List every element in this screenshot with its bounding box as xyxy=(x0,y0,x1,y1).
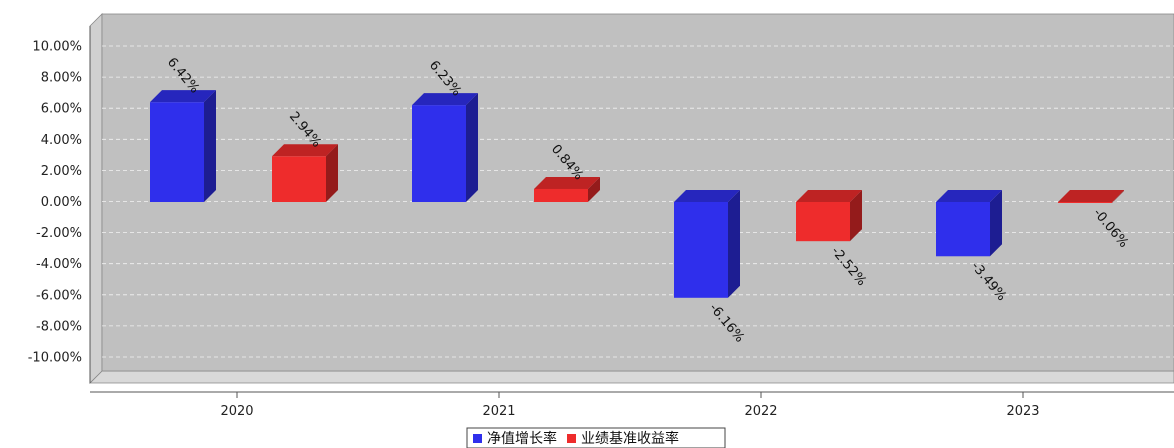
bar-front-face xyxy=(674,202,728,298)
y-tick-label: 2.00% xyxy=(41,164,82,179)
y-tick-label: -6.00% xyxy=(36,288,82,303)
bar-front-face xyxy=(272,156,326,202)
bar-净值增长率-2021 xyxy=(412,93,478,202)
bar-side-face xyxy=(326,144,338,202)
bar-业绩基准收益率-2022 xyxy=(796,190,862,242)
bar-side-face xyxy=(850,190,862,242)
plot-floor xyxy=(89,370,1174,384)
bar-top-face xyxy=(1058,190,1124,202)
legend-label: 净值增长率 xyxy=(487,430,557,447)
y-tick-label: -10.00% xyxy=(28,351,82,366)
y-axis: 10.00% 8.00% 6.00% 4.00% 2.00% 0.00% -2.00% -4.… xyxy=(28,26,91,383)
y-tick-label: 10.00% xyxy=(32,40,82,55)
y-tick-label: -4.00% xyxy=(36,257,82,272)
bar-top-face xyxy=(674,190,740,202)
bar-top-face xyxy=(936,190,1002,202)
x-tick-label: 2022 xyxy=(744,404,777,419)
bars xyxy=(150,90,1124,298)
bar-front-face xyxy=(150,102,204,202)
bar-净值增长率-2023 xyxy=(936,190,1002,257)
bar-业绩基准收益率-2020 xyxy=(272,144,338,202)
bar-front-face xyxy=(534,188,588,202)
bar-front-face xyxy=(796,202,850,242)
x-tick-label: 2021 xyxy=(482,404,515,419)
bar-front-face xyxy=(1058,202,1112,203)
y-tick-label: 0.00% xyxy=(41,195,82,210)
bar-side-face xyxy=(990,190,1002,257)
bar-side-face xyxy=(588,176,600,202)
bar-业绩基准收益率-2023 xyxy=(1058,190,1124,203)
bar-side-face xyxy=(1112,190,1124,203)
bar-top-face xyxy=(272,144,338,157)
legend-box xyxy=(466,427,726,448)
legend: 净值增长率 业绩基准收益率 xyxy=(466,427,726,448)
y-tick-label: 6.00% xyxy=(41,102,82,117)
bar-side-face xyxy=(466,93,478,202)
legend-label: 业绩基准收益率 xyxy=(581,430,679,447)
bar-top-face xyxy=(412,93,478,106)
x-axis: 2020 2021 2022 2023 xyxy=(90,391,1174,419)
legend-swatch xyxy=(567,434,576,443)
bar-top-face xyxy=(796,190,862,202)
x-tick-label: 2023 xyxy=(1006,404,1039,419)
plot-area xyxy=(89,13,1174,384)
bar-top-face xyxy=(150,90,216,103)
bar-front-face xyxy=(412,105,466,202)
bar-front-face xyxy=(936,202,990,257)
bar-side-face xyxy=(204,90,216,202)
x-tick-label: 2020 xyxy=(220,404,253,419)
bar-业绩基准收益率-2021 xyxy=(534,176,600,202)
plot-side-wall xyxy=(89,13,103,384)
y-tick-label: 4.00% xyxy=(41,133,82,148)
y-tick-label: -2.00% xyxy=(36,226,82,241)
bar-净值增长率-2022 xyxy=(674,190,740,298)
y-tick-label: -8.00% xyxy=(36,319,82,334)
bar-净值增长率-2020 xyxy=(150,90,216,202)
plot-back-wall xyxy=(101,13,1174,372)
legend-swatch xyxy=(473,434,482,443)
bar-top-face xyxy=(534,176,600,189)
bar-side-face xyxy=(728,190,740,298)
y-tick-label: 8.00% xyxy=(41,71,82,86)
